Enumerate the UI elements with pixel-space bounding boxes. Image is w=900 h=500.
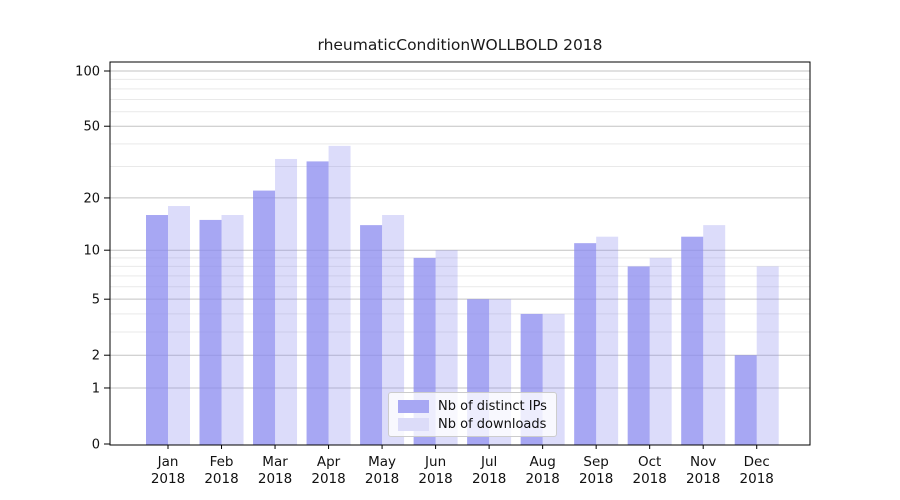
bar-jan-distinct-ips xyxy=(146,215,168,445)
y-tick-label-10: 10 xyxy=(83,244,100,259)
x-label-month-aug: Aug xyxy=(529,454,555,470)
bar-apr-downloads xyxy=(328,145,351,445)
legend-swatch-distinct-ips xyxy=(398,399,429,413)
bar-sep-downloads xyxy=(596,236,619,445)
x-label-month-mar: Mar xyxy=(262,454,288,470)
x-label-year-nov: 2018 xyxy=(686,471,720,487)
bar-feb-downloads xyxy=(221,215,244,445)
x-label-month-jul: Jul xyxy=(480,454,497,470)
x-label-year-apr: 2018 xyxy=(311,471,345,487)
x-label-month-sep: Sep xyxy=(583,454,608,470)
legend-label-downloads: Nb of downloads xyxy=(438,416,547,432)
x-label-month-nov: Nov xyxy=(690,454,716,470)
x-label-year-oct: 2018 xyxy=(633,471,667,487)
bar-oct-downloads xyxy=(649,257,672,445)
bar-nov-distinct-ips xyxy=(681,236,704,445)
bar-jan-downloads xyxy=(168,206,190,445)
x-label-year-mar: 2018 xyxy=(258,471,292,487)
x-label-year-jan: 2018 xyxy=(151,471,185,487)
x-label-year-dec: 2018 xyxy=(740,471,774,487)
plot-border xyxy=(109,61,811,446)
bar-dec-downloads xyxy=(756,266,779,445)
bar-sep-distinct-ips xyxy=(574,243,597,445)
x-label-month-dec: Dec xyxy=(744,454,770,470)
x-label-month-jan: Jan xyxy=(157,454,179,470)
x-label-month-apr: Apr xyxy=(317,454,341,470)
bar-mar-distinct-ips xyxy=(253,190,276,445)
x-label-month-feb: Feb xyxy=(210,454,234,470)
y-tick-label-50: 50 xyxy=(83,120,100,135)
bar-feb-distinct-ips xyxy=(199,219,222,445)
bar-dec-distinct-ips xyxy=(734,355,757,445)
y-tick-label-20: 20 xyxy=(83,191,100,206)
bar-nov-downloads xyxy=(703,225,726,445)
x-label-year-jul: 2018 xyxy=(472,471,506,487)
x-label-month-oct: Oct xyxy=(638,454,661,470)
y-tick-label-100: 100 xyxy=(75,64,100,79)
x-label-year-sep: 2018 xyxy=(579,471,613,487)
y-tick-label-0: 0 xyxy=(92,438,100,453)
bar-may-distinct-ips xyxy=(360,225,383,445)
x-label-year-may: 2018 xyxy=(365,471,399,487)
chart-title: rheumaticConditionWOLLBOLD 2018 xyxy=(317,36,603,54)
legend-swatch-downloads xyxy=(398,417,429,431)
legend: Nb of distinct IPs Nb of downloads xyxy=(388,392,557,437)
x-label-month-may: May xyxy=(368,454,396,470)
bar-mar-downloads xyxy=(275,158,298,446)
x-label-year-feb: 2018 xyxy=(204,471,238,487)
bar-oct-distinct-ips xyxy=(627,266,650,445)
y-tick-label-2: 2 xyxy=(92,349,100,364)
bar-may-downloads xyxy=(382,215,405,445)
x-label-year-jun: 2018 xyxy=(418,471,452,487)
x-label-year-aug: 2018 xyxy=(525,471,559,487)
x-label-month-jun: Jun xyxy=(424,454,446,470)
legend-entry-downloads: Nb of downloads xyxy=(398,416,547,432)
bar-apr-distinct-ips xyxy=(306,161,329,446)
y-tick-label-5: 5 xyxy=(92,293,100,308)
y-tick-label-1: 1 xyxy=(92,381,100,396)
legend-entry-distinct-ips: Nb of distinct IPs xyxy=(398,398,547,414)
legend-label-distinct-ips: Nb of distinct IPs xyxy=(438,398,547,414)
